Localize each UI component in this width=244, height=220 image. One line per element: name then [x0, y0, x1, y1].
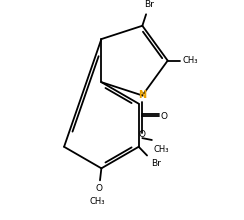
Text: CH₃: CH₃: [90, 197, 105, 206]
Text: O: O: [96, 183, 103, 192]
Text: CH₃: CH₃: [182, 56, 198, 65]
Text: Br: Br: [151, 159, 161, 168]
Text: N: N: [138, 90, 146, 101]
Text: CH₃: CH₃: [153, 145, 169, 154]
Text: O: O: [139, 130, 146, 139]
Text: O: O: [161, 112, 168, 121]
Text: Br: Br: [144, 0, 154, 9]
